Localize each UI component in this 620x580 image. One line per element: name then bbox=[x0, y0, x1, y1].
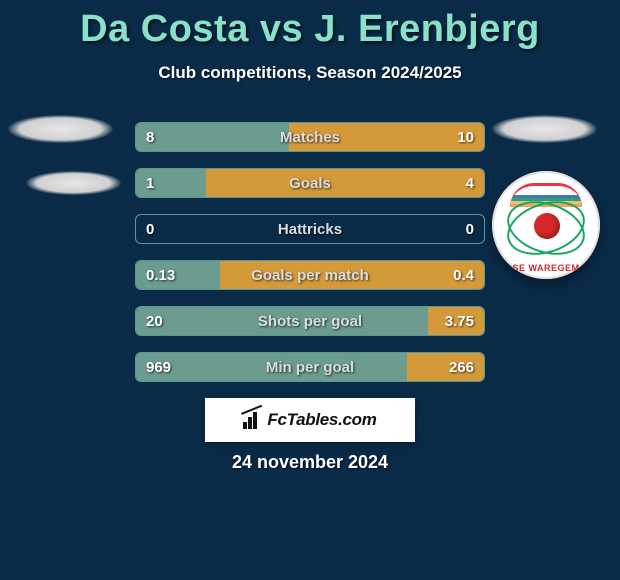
stat-label: Matches bbox=[136, 123, 484, 151]
left-player-badges bbox=[8, 115, 121, 223]
page-subtitle: Club competitions, Season 2024/2025 bbox=[0, 63, 620, 83]
stat-row: 969266Min per goal bbox=[135, 352, 485, 382]
snapshot-date: 24 november 2024 bbox=[0, 452, 620, 473]
stat-label: Shots per goal bbox=[136, 307, 484, 335]
bar-chart-icon bbox=[243, 411, 263, 429]
stat-row: 14Goals bbox=[135, 168, 485, 198]
shadow-ellipse-icon bbox=[492, 115, 597, 143]
right-player-badges: SE WAREGEM bbox=[492, 115, 600, 279]
brand-text: FcTables.com bbox=[267, 410, 376, 430]
page-title: Da Costa vs J. Erenbjerg bbox=[0, 0, 620, 51]
shadow-ellipse-icon bbox=[26, 171, 121, 195]
shadow-ellipse-icon bbox=[8, 115, 113, 143]
stat-label: Min per goal bbox=[136, 353, 484, 381]
stat-row: 0.130.4Goals per match bbox=[135, 260, 485, 290]
stat-row: 203.75Shots per goal bbox=[135, 306, 485, 336]
team-logo-icon: SE WAREGEM bbox=[492, 171, 600, 279]
stat-label: Goals per match bbox=[136, 261, 484, 289]
brand-badge: FcTables.com bbox=[205, 398, 415, 442]
stat-row: 00Hattricks bbox=[135, 214, 485, 244]
stats-comparison: 810Matches 14Goals 00Hattricks 0.130.4Goals… bbox=[135, 122, 485, 398]
stat-label: Hattricks bbox=[136, 215, 484, 243]
team-logo-text: SE WAREGEM bbox=[492, 263, 600, 273]
stat-label: Goals bbox=[136, 169, 484, 197]
stat-row: 810Matches bbox=[135, 122, 485, 152]
